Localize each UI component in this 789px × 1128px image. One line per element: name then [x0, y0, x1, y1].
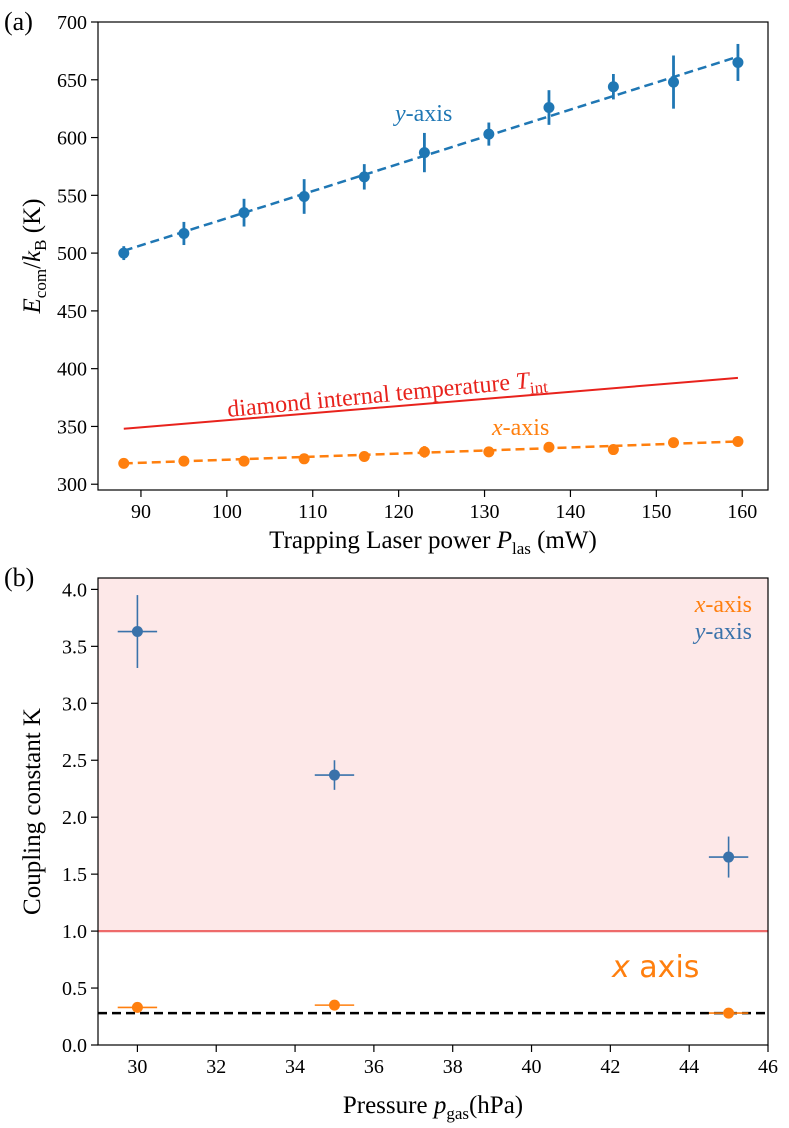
x-axis-point: [328, 999, 340, 1011]
legend-entry: x-axis: [694, 592, 752, 618]
panel-a-ytick-label: 400: [57, 359, 87, 381]
panel-b-xtick-label: 36: [364, 1056, 384, 1078]
x-axis-point: [418, 446, 430, 458]
panel-b-xtick-label: 34: [285, 1056, 305, 1078]
y-axis-point: [418, 147, 430, 159]
panel-b-ylabel: Coupling constant K: [19, 708, 46, 915]
legend-entry: y-axis: [693, 619, 752, 645]
x-axis-point: [668, 437, 680, 449]
panel-a: 90 100 110 120 130 140 150 160 300 350 400 450 500 55…: [4, 7, 769, 558]
panel-b-xlabel: Pressure pgas(hPa): [343, 1092, 523, 1123]
y-axis-point: [543, 102, 555, 114]
panel-b-xtick-label: 38: [443, 1056, 463, 1078]
panel-a-ytick-label: 550: [57, 185, 87, 207]
x-axis-point: [607, 444, 619, 456]
panel-a-frame: [97, 21, 769, 491]
x-axis-fit-line: [123, 440, 738, 465]
panel-b-xtick-label: 30: [127, 1056, 147, 1078]
panel-a-ytick-label: 300: [57, 474, 87, 496]
y-axis-point: [358, 171, 370, 183]
panel-b-x-axis-annotation: x axis: [611, 950, 699, 985]
panel-a-ytick-label: 700: [57, 12, 87, 34]
x-axis-point: [298, 453, 310, 465]
y-axis-point: [131, 626, 143, 638]
panel-b-ytick-label: 1.0: [62, 921, 87, 943]
y-axis-point: [668, 76, 680, 88]
x-axis-point: [178, 455, 190, 467]
y-axis-point: [732, 56, 744, 68]
panel-b-xtick-label: 42: [600, 1056, 620, 1078]
panel-a-ytick-label: 450: [57, 301, 87, 323]
panel-a-xtick-label: 100: [212, 501, 242, 523]
panel-b-ytick-label: 0.0: [62, 1035, 87, 1057]
panel-a-ytick-label: 350: [57, 416, 87, 438]
x-axis-point: [118, 457, 130, 469]
panel-a-ylabel: Ecom/kB (K): [19, 199, 50, 315]
y-axis-point: [238, 207, 250, 219]
panel-b-xtick-label: 32: [206, 1056, 226, 1078]
y-axis-point: [298, 190, 310, 202]
panel-b-xtick-label: 44: [679, 1056, 699, 1078]
panel-a-label: (a): [4, 7, 33, 36]
x-axis-point: [358, 450, 370, 462]
panel-b-ytick-label: 2.0: [62, 807, 87, 829]
x-axis-point: [131, 1001, 143, 1013]
panel-b: 30 32 34 36 38 40 42 44 46 0.0 0.5 1.0 1.5 2.0 2.5 3.0 3…: [4, 563, 778, 1123]
shaded-region: [98, 578, 768, 932]
panel-a-ytick-label: 600: [57, 128, 87, 150]
panel-a-xtick-label: 90: [131, 501, 151, 523]
panel-a-xtick-label: 160: [727, 501, 757, 523]
panel-a-xtick-label: 120: [384, 501, 414, 523]
panel-b-ytick-label: 1.5: [62, 864, 87, 886]
x-axis-point: [543, 441, 555, 453]
panel-a-y-axis-annotation: y-axis: [393, 101, 452, 127]
x-axis-point: [732, 435, 744, 447]
panel-a-xtick-label: 140: [555, 501, 585, 523]
panel-a-x-axis-annotation: x-axis: [491, 415, 549, 441]
y-axis-point: [178, 227, 190, 239]
tint-line: [123, 376, 739, 430]
x-axis-point: [483, 446, 495, 458]
x-axis-point: [723, 1007, 735, 1019]
panel-a-xtick-label: 130: [470, 501, 500, 523]
y-axis-point: [483, 128, 495, 140]
y-axis-point: [723, 851, 735, 863]
y-axis-fit-line: [123, 55, 739, 252]
x-axis-point: [238, 455, 250, 467]
panel-a-ytick-label: 650: [57, 70, 87, 92]
panel-b-xtick-label: 46: [758, 1056, 778, 1078]
panel-a-xlabel: Trapping Laser power Plas (mW): [269, 527, 597, 558]
panel-b-label: (b): [4, 563, 34, 592]
panel-a-xtick-label: 150: [641, 501, 671, 523]
panel-a-ytick-label: 500: [57, 243, 87, 265]
panel-b-ytick-label: 4.0: [62, 579, 87, 601]
panel-a-xtick-label: 110: [298, 501, 327, 523]
panel-b-ytick-label: 3.0: [62, 693, 87, 715]
panel-b-frame: [97, 577, 769, 1046]
y-axis-point: [328, 769, 340, 781]
y-axis-point: [118, 247, 130, 259]
panel-b-ytick-label: 2.5: [62, 750, 87, 772]
panel-b-ytick-label: 0.5: [62, 978, 87, 1000]
panel-b-ytick-label: 3.5: [62, 636, 87, 658]
panel-b-xtick-label: 40: [522, 1056, 542, 1078]
y-axis-point: [607, 81, 619, 93]
